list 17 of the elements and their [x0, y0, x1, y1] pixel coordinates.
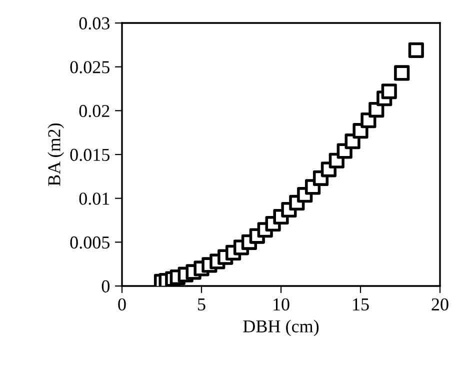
y-tick-label: 0: [102, 280, 110, 292]
x-tick-label: 5: [198, 298, 206, 311]
y-tick-label: 0.005: [70, 236, 110, 249]
y-tick-label: 0.03: [79, 17, 110, 30]
point: [394, 65, 410, 81]
x-tick-label: 10: [274, 298, 290, 311]
point: [381, 84, 397, 100]
y-tick-label: 0.01: [79, 192, 110, 205]
x-tick-label: 20: [432, 298, 448, 311]
y-axis-title: BA (m2): [48, 123, 64, 186]
x-tick-label: 15: [353, 298, 369, 311]
point: [408, 42, 424, 58]
x-axis-title: DBH (cm): [243, 320, 319, 336]
y-tick-label: 0.015: [70, 148, 110, 162]
y-tick-label: 0.025: [70, 61, 110, 74]
y-tick-label: 0.02: [79, 104, 110, 118]
x-tick-label: 0: [118, 298, 126, 311]
